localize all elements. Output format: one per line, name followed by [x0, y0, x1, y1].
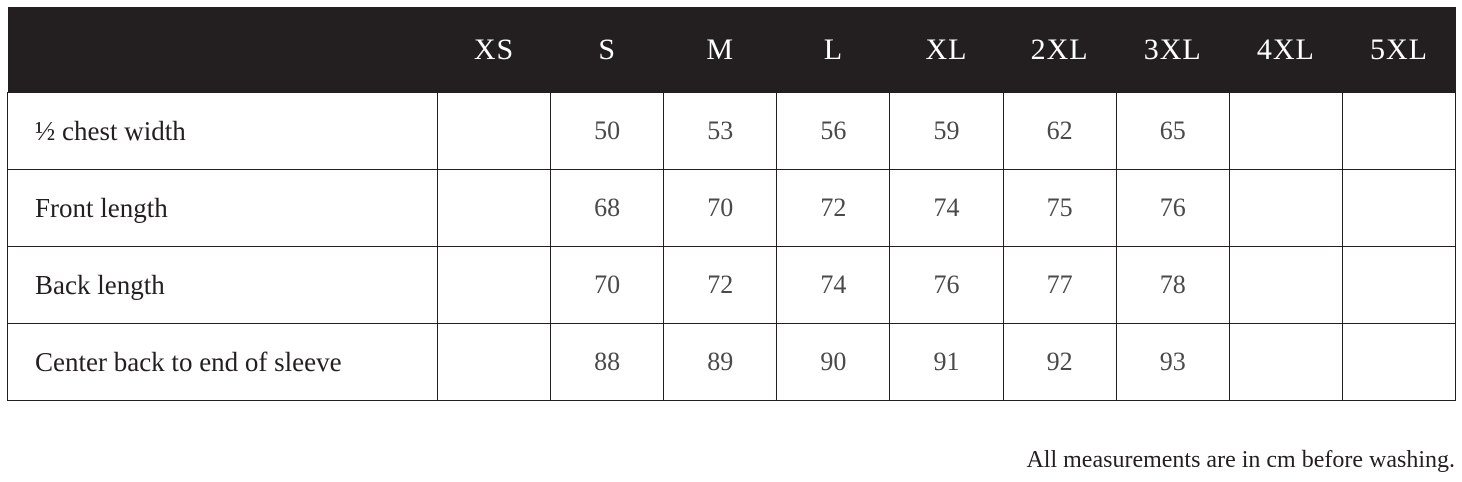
measurement-value: 88 [550, 323, 665, 401]
measurement-label: ½ chest width [7, 92, 438, 170]
measurement-value: 62 [1002, 92, 1117, 170]
measurement-value [1341, 246, 1457, 324]
table-row: Center back to end of sleeve 88 89 90 91 92 93 [7, 323, 1457, 401]
footnote: All measurements are in cm before washin… [1026, 447, 1455, 473]
measurement-label: Center back to end of sleeve [7, 323, 438, 401]
table-row: Back length 70 72 74 76 77 78 [7, 246, 1457, 324]
size-header: XL [889, 7, 1004, 93]
header-corner [7, 7, 438, 93]
measurement-value: 56 [776, 92, 891, 170]
size-header: M [663, 7, 777, 93]
measurement-value: 90 [776, 323, 891, 401]
size-header: S [550, 7, 664, 93]
measurement-value: 72 [663, 246, 778, 324]
measurement-value [1341, 92, 1457, 170]
measurement-value: 68 [550, 169, 665, 247]
size-header: 2XL [1003, 7, 1117, 93]
measurement-value [1341, 323, 1457, 401]
measurement-value: 93 [1115, 323, 1230, 401]
size-header: 5XL [1342, 7, 1456, 93]
measurement-value: 91 [889, 323, 1004, 401]
measurement-value: 92 [1002, 323, 1117, 401]
measurement-value: 70 [550, 246, 665, 324]
measurement-value [436, 246, 552, 324]
measurement-value [1228, 92, 1343, 170]
measurement-value: 76 [1115, 169, 1230, 247]
measurement-value: 74 [776, 246, 891, 324]
measurement-value [1228, 323, 1343, 401]
size-chart-table: XS S M L XL 2XL 3XL 4XL 5XL ½ chest width 50 53 56 5… [7, 7, 1457, 401]
measurement-value: 72 [776, 169, 891, 247]
measurement-value: 78 [1115, 246, 1230, 324]
size-header: 3XL [1116, 7, 1230, 93]
measurement-value [436, 169, 552, 247]
size-header: 4XL [1229, 7, 1343, 93]
measurement-value: 76 [889, 246, 1004, 324]
table-row: ½ chest width 50 53 56 59 62 65 [7, 92, 1457, 170]
measurement-value [436, 323, 552, 401]
measurement-label: Front length [7, 169, 438, 247]
measurement-value: 70 [663, 169, 778, 247]
header-row: XS S M L XL 2XL 3XL 4XL 5XL [7, 7, 1456, 93]
measurement-label: Back length [7, 246, 438, 324]
measurement-value: 74 [889, 169, 1004, 247]
measurement-value [1228, 169, 1343, 247]
measurement-value: 53 [663, 92, 778, 170]
size-header: XS [437, 7, 551, 93]
measurement-value: 50 [550, 92, 665, 170]
measurement-value: 59 [889, 92, 1004, 170]
measurement-value: 89 [663, 323, 778, 401]
measurement-value [1228, 246, 1343, 324]
measurement-value: 77 [1002, 246, 1117, 324]
measurement-value: 75 [1002, 169, 1117, 247]
measurement-value: 65 [1115, 92, 1230, 170]
size-header: L [776, 7, 890, 93]
measurement-value [436, 92, 552, 170]
measurement-value [1341, 169, 1457, 247]
table-row: Front length 68 70 72 74 75 76 [7, 169, 1457, 247]
